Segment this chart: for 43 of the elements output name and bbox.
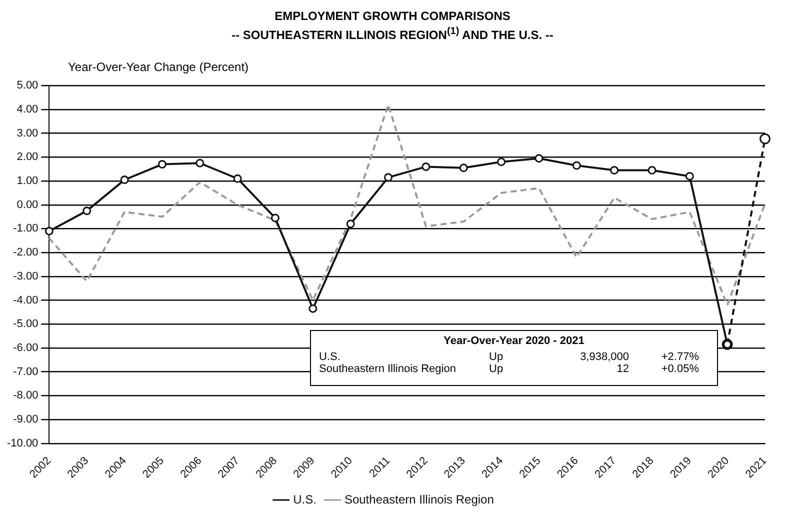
- point: [497, 158, 506, 166]
- legend-label: Southeastern Illinois Region: [344, 492, 494, 506]
- point: [120, 176, 129, 184]
- point: [82, 206, 92, 216]
- y-tick-label: -1.00: [13, 222, 38, 235]
- point: [44, 226, 54, 236]
- y-tick-label: -2.00: [13, 246, 38, 259]
- point: [270, 214, 280, 222]
- y-tick-label: -3.00: [13, 270, 38, 282]
- text: Southeastern Illinois Region Up 12 +0.05%: [319, 363, 699, 375]
- chart-title: EMPLOYMENT GROWTH COMPARISONS: [274, 8, 512, 24]
- point: [459, 164, 468, 172]
- point: [346, 220, 355, 228]
- y-tick-label: -9.00: [13, 414, 38, 426]
- y-tick-label: -6.00: [13, 342, 38, 354]
- y-tick-label: -7.00: [13, 366, 38, 378]
- y-tick-label: 2.00: [16, 151, 38, 164]
- y-tick-label: 0.00: [16, 198, 38, 211]
- point: [534, 154, 544, 163]
- y-tick-label: 3.00: [16, 127, 38, 140]
- y-tick-label: -10.00: [6, 437, 38, 450]
- y-tick-label: -8.00: [13, 390, 38, 402]
- y-axis-title: Year-Over-Year Change (Percent): [68, 60, 249, 74]
- annotation: Year-Over-Year 2020 - 2021: [442, 335, 586, 347]
- point: [233, 174, 242, 183]
- y-tick-label: -4.00: [13, 294, 38, 306]
- point: [422, 162, 430, 171]
- point: [196, 158, 204, 168]
- point: [308, 304, 318, 313]
- point: [158, 160, 166, 169]
- text: U.S. Up 3,938,000 +2.77%: [319, 351, 699, 363]
- point: [384, 173, 393, 182]
- point: [760, 133, 770, 144]
- point: [648, 166, 656, 175]
- y-tick-label: 1.00: [16, 175, 38, 188]
- legend-label: U.S.: [293, 492, 316, 506]
- point: [610, 166, 619, 175]
- y-tick-label: -5.00: [13, 318, 38, 330]
- y-tick-label: 5.00: [16, 80, 38, 92]
- point: [685, 172, 694, 180]
- point: [572, 161, 581, 170]
- y-tick-label: 4.00: [16, 103, 38, 116]
- chart-subtitle: -- SOUTHEASTERN ILLINOIS REGION$^{(1)}$ AND THE U.S. --: [230, 25, 554, 43]
